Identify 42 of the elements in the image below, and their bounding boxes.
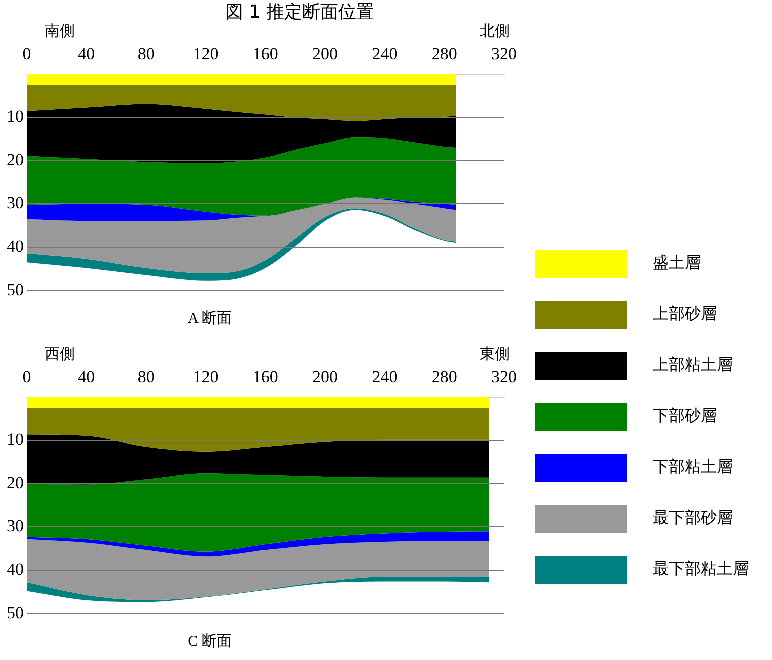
x-tick-label: 320 (492, 44, 517, 64)
y-tick-label: 10 (7, 430, 24, 450)
y-tick-label: 40 (7, 560, 24, 579)
y-tick-label: 30 (7, 194, 24, 213)
text: 盛土層 (653, 253, 701, 274)
text: 南側 (45, 22, 75, 41)
x-tick-label: 0 (22, 368, 32, 387)
y-tick-label: 20 (7, 150, 24, 170)
x-tick-label: 120 (193, 44, 219, 64)
x-tick-label: 240 (372, 44, 398, 64)
x-tick-label: 320 (492, 368, 517, 387)
y-tick-label: 20 (7, 473, 24, 492)
y-tick-label: 50 (7, 280, 24, 300)
x-tick-label: 40 (78, 44, 96, 64)
x-tick-label: 160 (252, 44, 278, 64)
x-tick-label: 40 (78, 368, 96, 387)
x-tick-label: 200 (312, 44, 338, 64)
text: 最下部砂層 (653, 508, 733, 529)
x-tick-label: 0 (22, 44, 32, 64)
text: 上部粘土層 (653, 355, 733, 376)
x-tick-label: 240 (372, 368, 398, 387)
text: A 断面 (187, 310, 233, 328)
y-tick-label: 10 (7, 107, 24, 126)
y-tick-label: 50 (7, 603, 24, 622)
text: 北側 (480, 22, 510, 41)
text: 下部砂層 (653, 406, 717, 427)
y-tick-label: 30 (7, 516, 24, 536)
x-tick-label: 80 (138, 44, 155, 64)
chart-title: 図 1 推定断面位置 (224, 1, 376, 24)
text: 最下部粘土層 (653, 559, 749, 580)
text: C 断面 (187, 632, 233, 651)
x-tick-label: 160 (252, 368, 278, 387)
text: 西側 (45, 345, 75, 364)
text: 下部粘土層 (653, 457, 733, 478)
x-tick-label: 80 (138, 368, 155, 387)
text: 上部砂層 (653, 304, 717, 325)
x-tick-label: 120 (193, 368, 219, 387)
y-tick-label: 40 (7, 236, 24, 256)
x-tick-label: 280 (432, 44, 458, 64)
x-tick-label: 280 (432, 368, 458, 387)
text: 東側 (480, 345, 510, 364)
x-tick-label: 200 (312, 368, 338, 387)
